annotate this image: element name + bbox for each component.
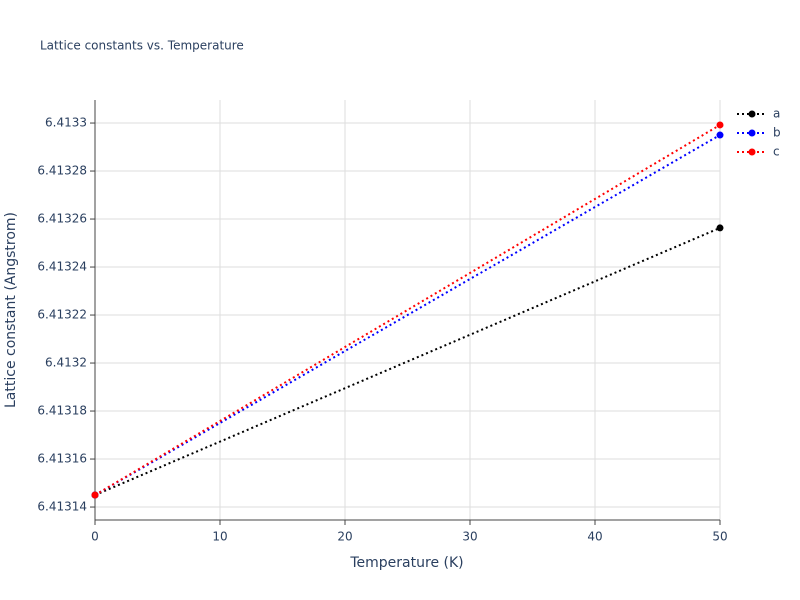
x-tick-label: 20 xyxy=(337,530,352,544)
legend-label: b xyxy=(773,126,781,140)
legend-marker xyxy=(748,129,756,137)
y-tick-label: 6.41328 xyxy=(37,164,87,178)
x-axis-title: Temperature (K) xyxy=(349,555,463,571)
y-tick-label: 6.41324 xyxy=(37,260,87,274)
x-tick-label: 40 xyxy=(587,530,602,544)
x-tick-label: 30 xyxy=(462,530,477,544)
y-tick-label: 6.41326 xyxy=(37,212,87,226)
point xyxy=(716,131,724,139)
series-line xyxy=(94,134,721,496)
series-line xyxy=(94,124,721,496)
series-line xyxy=(94,227,721,496)
y-tick-label: 6.41322 xyxy=(37,308,87,322)
chart-title: Lattice constants vs. Temperature xyxy=(40,39,244,53)
point xyxy=(716,224,724,232)
x-tick-label: 10 xyxy=(212,530,227,544)
legend-label: a xyxy=(773,107,780,121)
point xyxy=(716,121,724,129)
y-axis-title: Lattice constant (Angstrom) xyxy=(3,212,19,408)
y-tick-label: 6.41316 xyxy=(37,452,87,466)
x-tick-label: 0 xyxy=(91,530,99,544)
y-tick-label: 6.4132 xyxy=(45,356,87,370)
y-tick-label: 6.41318 xyxy=(37,404,87,418)
y-tick-label: 6.4133 xyxy=(45,116,87,130)
legend-marker xyxy=(748,110,756,118)
point xyxy=(91,491,99,499)
x-tick-label: 50 xyxy=(712,530,727,544)
legend-label: c xyxy=(773,145,780,159)
legend-marker xyxy=(748,148,756,156)
y-tick-label: 6.41314 xyxy=(37,500,87,514)
